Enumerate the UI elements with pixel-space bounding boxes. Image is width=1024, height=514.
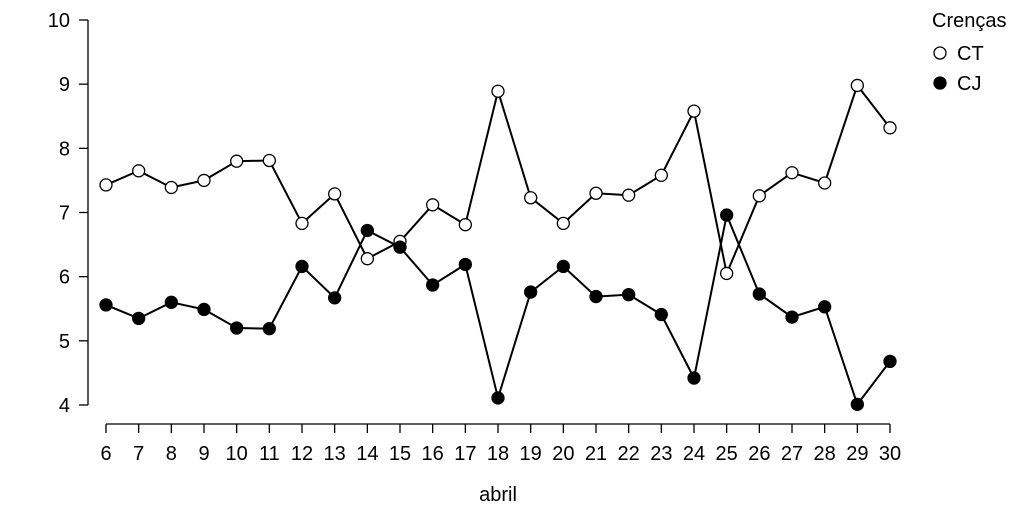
series-cj bbox=[99, 208, 897, 412]
y-tick-label: 4 bbox=[59, 395, 70, 417]
data-point-cj bbox=[393, 240, 407, 254]
data-point-ct bbox=[458, 218, 472, 232]
data-point-ct bbox=[328, 187, 342, 201]
data-point-ct bbox=[654, 168, 668, 182]
data-point-cj bbox=[752, 287, 766, 301]
legend-item-cj: CJ bbox=[933, 73, 981, 95]
data-point-ct bbox=[524, 191, 538, 205]
x-tick-label: 20 bbox=[552, 443, 574, 465]
data-point-cj bbox=[197, 302, 211, 317]
legend-item-ct: CT bbox=[933, 43, 984, 65]
data-point-cj bbox=[458, 257, 472, 272]
x-tick-label: 25 bbox=[716, 443, 738, 465]
x-tick-label: 22 bbox=[618, 443, 640, 465]
data-point-cj bbox=[132, 311, 146, 326]
x-tick-label: 21 bbox=[585, 443, 607, 465]
data-point-cj bbox=[426, 278, 440, 292]
legend: Crenças CT CJ bbox=[932, 10, 1006, 95]
data-point-cj bbox=[328, 291, 342, 305]
data-point-ct bbox=[491, 84, 505, 98]
x-tick-label: 26 bbox=[748, 443, 770, 465]
data-point-cj bbox=[785, 310, 799, 324]
data-point-cj bbox=[295, 259, 309, 274]
x-tick-label: 15 bbox=[389, 443, 411, 465]
data-point-cj bbox=[164, 295, 178, 309]
data-point-cj bbox=[262, 321, 276, 336]
data-point-cj bbox=[883, 354, 897, 369]
data-point-cj bbox=[720, 208, 734, 222]
x-tick-label: 27 bbox=[781, 443, 803, 465]
data-point-ct bbox=[883, 121, 897, 135]
y-tick-label: 9 bbox=[59, 74, 70, 96]
x-tick-label: 16 bbox=[422, 443, 444, 465]
data-point-ct bbox=[197, 173, 211, 188]
x-tick-label: 12 bbox=[291, 443, 313, 465]
y-tick-label: 8 bbox=[59, 138, 70, 160]
data-point-cj bbox=[491, 391, 505, 405]
x-tick-label: 24 bbox=[683, 443, 705, 465]
legend-title: Crenças bbox=[932, 10, 1006, 32]
data-point-ct bbox=[262, 153, 276, 168]
x-tick-label: 30 bbox=[879, 443, 901, 465]
data-point-ct bbox=[720, 266, 734, 281]
plot-area bbox=[99, 78, 897, 412]
data-point-cj bbox=[818, 300, 832, 314]
data-point-ct bbox=[164, 180, 178, 195]
data-point-cj bbox=[360, 223, 374, 238]
y-axis: 4 5 6 7 8 9 10 bbox=[48, 10, 89, 417]
data-point-ct bbox=[589, 186, 603, 200]
data-point-cj bbox=[622, 287, 636, 302]
y-tick-label: 7 bbox=[59, 203, 70, 225]
series-line-ct bbox=[105, 83, 891, 277]
series-line-cj bbox=[105, 211, 891, 407]
x-tick-label: 6 bbox=[100, 443, 111, 465]
data-point-ct bbox=[99, 178, 113, 192]
x-tick-label: 23 bbox=[650, 443, 672, 465]
x-tick-label: 7 bbox=[133, 443, 144, 465]
x-tick-label: 17 bbox=[454, 443, 476, 465]
data-point-ct bbox=[785, 166, 799, 180]
x-tick-label: 13 bbox=[324, 443, 346, 465]
data-point-ct bbox=[850, 78, 864, 93]
data-point-ct bbox=[360, 252, 374, 266]
legend-marker-cj bbox=[933, 76, 947, 90]
data-point-ct bbox=[556, 216, 570, 231]
data-point-cj bbox=[99, 298, 113, 312]
data-point-ct bbox=[687, 104, 701, 118]
data-point-ct bbox=[230, 154, 244, 168]
x-tick-label: 14 bbox=[356, 443, 378, 465]
x-tick-label: 28 bbox=[814, 443, 836, 465]
x-tick-label: 19 bbox=[520, 443, 542, 465]
x-tick-label: 11 bbox=[259, 443, 280, 465]
legend-label-ct: CT bbox=[957, 43, 984, 65]
data-point-cj bbox=[687, 371, 701, 385]
data-point-ct bbox=[132, 164, 146, 178]
data-point-ct bbox=[622, 188, 636, 202]
x-tick-label: 18 bbox=[487, 443, 509, 465]
x-tick-label: 8 bbox=[166, 443, 177, 465]
data-point-cj bbox=[524, 285, 538, 299]
data-point-cj bbox=[556, 259, 570, 274]
x-tick-label: 29 bbox=[846, 443, 868, 465]
data-point-cj bbox=[589, 289, 603, 304]
x-axis-title: abril bbox=[479, 484, 517, 506]
x-tick-label: 9 bbox=[198, 443, 209, 465]
y-tick-label: 10 bbox=[48, 10, 70, 32]
legend-label-cj: CJ bbox=[957, 73, 981, 95]
x-axis: 6 7 8 9 10 11 12 13 14 15 16 17 18 19 20 21 22 23 24 25 26 27… bbox=[100, 423, 901, 465]
data-point-ct bbox=[818, 176, 832, 190]
legend-marker-ct bbox=[933, 46, 947, 60]
data-point-cj bbox=[230, 321, 244, 335]
data-point-ct bbox=[426, 198, 440, 212]
series-ct bbox=[99, 78, 897, 281]
data-point-ct bbox=[752, 189, 766, 203]
y-tick-label: 6 bbox=[59, 267, 70, 289]
data-point-ct bbox=[295, 216, 309, 231]
x-tick-label: 10 bbox=[226, 443, 248, 465]
data-point-cj bbox=[654, 307, 668, 322]
y-tick-label: 5 bbox=[59, 331, 70, 353]
data-point-cj bbox=[850, 397, 864, 412]
